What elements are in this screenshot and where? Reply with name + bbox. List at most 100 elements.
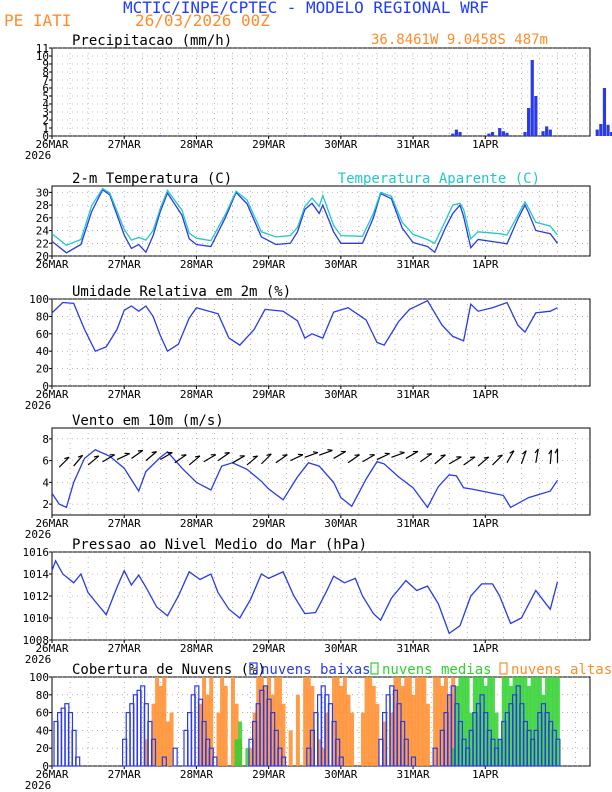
wind-barb xyxy=(290,454,304,462)
wind-barb xyxy=(160,452,173,461)
x-tick-label: 29MAR xyxy=(252,768,285,781)
bar-nuvens-altas xyxy=(346,694,351,766)
bar-precipitacao xyxy=(451,133,455,136)
bar-nuvens-altas xyxy=(155,677,160,766)
wind-barb xyxy=(58,456,70,468)
y-tick-label: 8 xyxy=(42,66,49,79)
x-tick-label: 29MAR xyxy=(252,388,285,401)
wind-barb xyxy=(535,448,539,463)
wind-barb xyxy=(232,455,245,464)
wind-barb xyxy=(448,456,462,465)
wind-barb-head xyxy=(137,449,143,452)
bar-nuvens-altas xyxy=(158,685,163,766)
panel-title: Umidade Relativa em 2m (%) xyxy=(72,284,291,300)
wind-barb xyxy=(391,452,405,458)
bar-nuvens-medias xyxy=(245,748,250,766)
y-tick-label: 1012 xyxy=(23,590,50,603)
bar-nuvens-altas xyxy=(407,677,412,766)
bar-precipitacao xyxy=(606,124,610,136)
bar-nuvens-altas xyxy=(259,677,264,766)
bar-nuvens-altas xyxy=(144,739,149,766)
bar-precipitacao xyxy=(490,132,495,136)
x-tick-label: 1APR xyxy=(472,138,499,151)
y-tick-label: 100 xyxy=(29,293,49,306)
bar-nuvens-altas xyxy=(295,694,300,766)
panel-4: 2 4 6 8 26MAR 27MAR 28MAR 29MAR 30MAR 31MAR 1APR 20… xyxy=(25,413,591,541)
bar-nuvens-medias xyxy=(545,677,550,766)
legend-label: nuvens baixas xyxy=(261,662,371,678)
x-tick-label: 28MAR xyxy=(180,768,213,781)
coordinates: 36.8461W 9.0458S 487m xyxy=(371,32,548,48)
bar-nuvens-medias xyxy=(465,677,470,766)
wind-barb xyxy=(333,450,347,459)
run-date: 26/03/2026 00Z xyxy=(135,11,270,30)
wind-barb xyxy=(145,451,157,462)
x-tick-label: 1APR xyxy=(472,642,499,655)
y-tick-label: 0 xyxy=(42,130,49,143)
panel-3: 0 20 40 60 80 100 26MAR 27MAR 28MAR 29MAR 30MAR 31M… xyxy=(25,284,591,412)
x-tick-label: 30MAR xyxy=(324,388,357,401)
wind-barb-head xyxy=(440,454,446,457)
x-year-label: 2026 xyxy=(25,149,52,162)
bar-nuvens-altas xyxy=(393,677,398,766)
bar-nuvens-altas xyxy=(425,703,430,766)
bar-nuvens-altas xyxy=(324,712,329,766)
bar-nuvens-altas xyxy=(248,748,253,766)
wind-barb xyxy=(376,453,390,461)
panel-title: 2-m Temperatura (C) xyxy=(72,171,232,187)
wind-barb-head xyxy=(266,453,272,456)
x-tick-label: 1APR xyxy=(472,388,499,401)
bar-precipitacao xyxy=(487,133,491,136)
wind-barb xyxy=(87,455,100,466)
x-tick-label: 30MAR xyxy=(324,517,357,530)
x-tick-label: 31MAR xyxy=(397,388,430,401)
bar-nuvens-baixas xyxy=(71,729,77,767)
bar-precipitacao xyxy=(523,132,527,136)
x-tick-label: 26MAR xyxy=(35,517,68,530)
bar-nuvens-altas xyxy=(382,721,387,766)
bar-nuvens-medias xyxy=(516,677,521,766)
wind-barb-head xyxy=(426,453,432,455)
x-tick-label: 29MAR xyxy=(252,138,285,151)
bar-nuvens-altas xyxy=(443,677,448,766)
x-tick-label: 31MAR xyxy=(397,642,430,655)
wind-barb-head xyxy=(470,456,476,459)
bar-nuvens-altas xyxy=(339,685,344,766)
x-tick-label: 28MAR xyxy=(180,258,213,271)
y-tick-label: 40 xyxy=(36,345,49,358)
x-year-label: 2026 xyxy=(25,779,52,792)
y-tick-label: 7 xyxy=(42,74,49,87)
wind-barb-head xyxy=(522,450,527,455)
x-tick-label: 26MAR xyxy=(35,642,68,655)
bar-nuvens-altas xyxy=(198,703,203,766)
bar-precipitacao xyxy=(602,88,607,136)
x-tick-label: 28MAR xyxy=(180,517,213,530)
wind-barb-head xyxy=(181,454,187,456)
y-tick-label: 1 xyxy=(42,122,49,135)
wind-barb xyxy=(405,450,419,459)
x-tick-label: 1APR xyxy=(472,517,499,530)
wind-barb xyxy=(477,456,490,467)
y-tick-label: 1014 xyxy=(23,568,50,581)
wind-barb-head xyxy=(483,456,489,459)
legend-swatch xyxy=(370,662,379,675)
bar-nuvens-medias xyxy=(451,748,456,766)
wind-barb-head xyxy=(554,448,559,454)
bar-nuvens-altas xyxy=(360,712,365,766)
x-tick-label: 30MAR xyxy=(324,138,357,151)
bar-precipitacao xyxy=(454,129,459,136)
wind-barb xyxy=(174,454,187,464)
wind-barb xyxy=(492,454,503,466)
x-tick-label: 26MAR xyxy=(35,388,68,401)
y-tick-label: 80 xyxy=(36,689,49,702)
legend-label: nuvens altas xyxy=(511,662,612,678)
panel-frame xyxy=(51,298,591,387)
x-tick-label: 29MAR xyxy=(252,258,285,271)
bar-nuvens-medias xyxy=(512,677,517,766)
x-tick-label: 27MAR xyxy=(108,768,141,781)
x-tick-label: 30MAR xyxy=(324,768,357,781)
y-tick-label: 40 xyxy=(36,724,49,737)
bar-nuvens-medias xyxy=(541,694,546,766)
x-year-label: 2026 xyxy=(25,653,52,666)
